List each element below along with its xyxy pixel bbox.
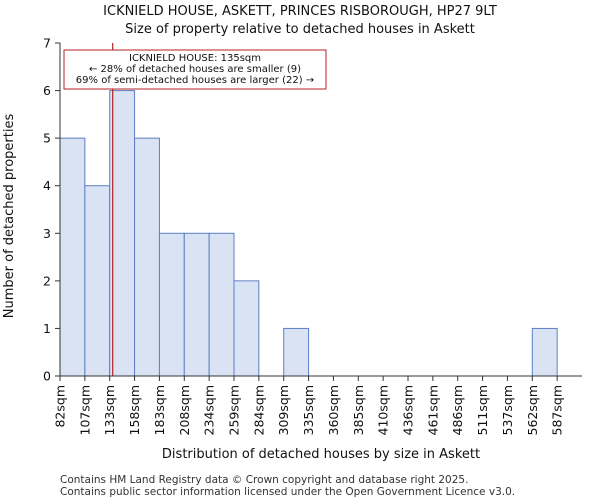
y-tick-label: 6 — [43, 83, 51, 98]
bar-234sqm — [208, 232, 235, 377]
footer-line-1: Contains HM Land Registry data © Crown c… — [60, 474, 468, 486]
x-tick-label: 259sqm — [227, 385, 242, 435]
x-tick-label: 461sqm — [425, 385, 440, 435]
x-tick-label: 486sqm — [450, 385, 465, 435]
bar-158sqm — [134, 137, 160, 377]
x-tick-label: 309sqm — [276, 385, 291, 435]
annotation-line-2: ← 28% of detached houses are smaller (9) — [89, 64, 301, 75]
x-tick-label: 587sqm — [550, 385, 565, 435]
y-tick-label: 7 — [43, 36, 51, 51]
x-tick-label: 133sqm — [102, 385, 117, 435]
annotation-line-3: 69% of semi-detached houses are larger (… — [76, 75, 314, 86]
bar-562sqm — [531, 327, 558, 377]
x-tick-label: 82sqm — [53, 385, 68, 428]
x-tick-label: 158sqm — [127, 385, 142, 435]
bar-208sqm — [183, 232, 210, 377]
x-tick-label: 385sqm — [351, 385, 366, 435]
x-tick-label: 537sqm — [500, 385, 515, 435]
bar-107sqm — [84, 185, 111, 377]
chart-title: ICKNIELD HOUSE, ASKETT, PRINCES RISBOROU… — [103, 4, 497, 19]
x-tick-label: 410sqm — [376, 385, 391, 435]
x-tick-label: 183sqm — [152, 385, 167, 435]
x-ticks-group: 82sqm 107sqm 133sqm 158sqm 183sqm 208sqm 234sq… — [53, 376, 565, 435]
x-tick-label: 335sqm — [301, 385, 316, 435]
x-tick-label: 562sqm — [525, 385, 540, 435]
x-tick-label: 208sqm — [177, 385, 192, 435]
y-ticks-group: 0 1 2 3 4 5 6 7 — [43, 36, 60, 384]
y-tick-label: 3 — [43, 226, 51, 241]
y-axis-label: Number of detached properties — [2, 114, 17, 319]
bar-133sqm — [109, 90, 136, 377]
property-annotation: ICKNIELD HOUSE: 135sqm ← 28% of detached… — [63, 49, 327, 90]
x-tick-label: 511sqm — [475, 385, 490, 435]
chart-subtitle: Size of property relative to detached ho… — [125, 22, 475, 37]
bars-group — [59, 90, 558, 377]
bar-183sqm — [158, 232, 185, 377]
bar-82sqm — [59, 137, 86, 377]
y-tick-label: 4 — [43, 178, 51, 193]
y-tick-label: 0 — [43, 369, 51, 384]
x-tick-label: 234sqm — [202, 385, 217, 435]
x-tick-label: 107sqm — [77, 385, 92, 435]
x-tick-label: 436sqm — [401, 385, 416, 435]
bar-309sqm — [283, 327, 310, 377]
y-tick-label: 1 — [43, 321, 51, 336]
x-tick-label: 360sqm — [326, 385, 341, 435]
annotation-line-1: ICKNIELD HOUSE: 135sqm — [129, 53, 261, 64]
x-tick-label: 284sqm — [251, 385, 266, 435]
bar-259sqm — [233, 280, 260, 377]
y-tick-label: 2 — [43, 273, 51, 288]
annotation-box — [63, 49, 327, 90]
x-axis-label: Distribution of detached houses by size … — [162, 447, 480, 462]
footer-line-2: Contains public sector information licen… — [60, 486, 515, 498]
y-tick-label: 5 — [43, 131, 51, 146]
